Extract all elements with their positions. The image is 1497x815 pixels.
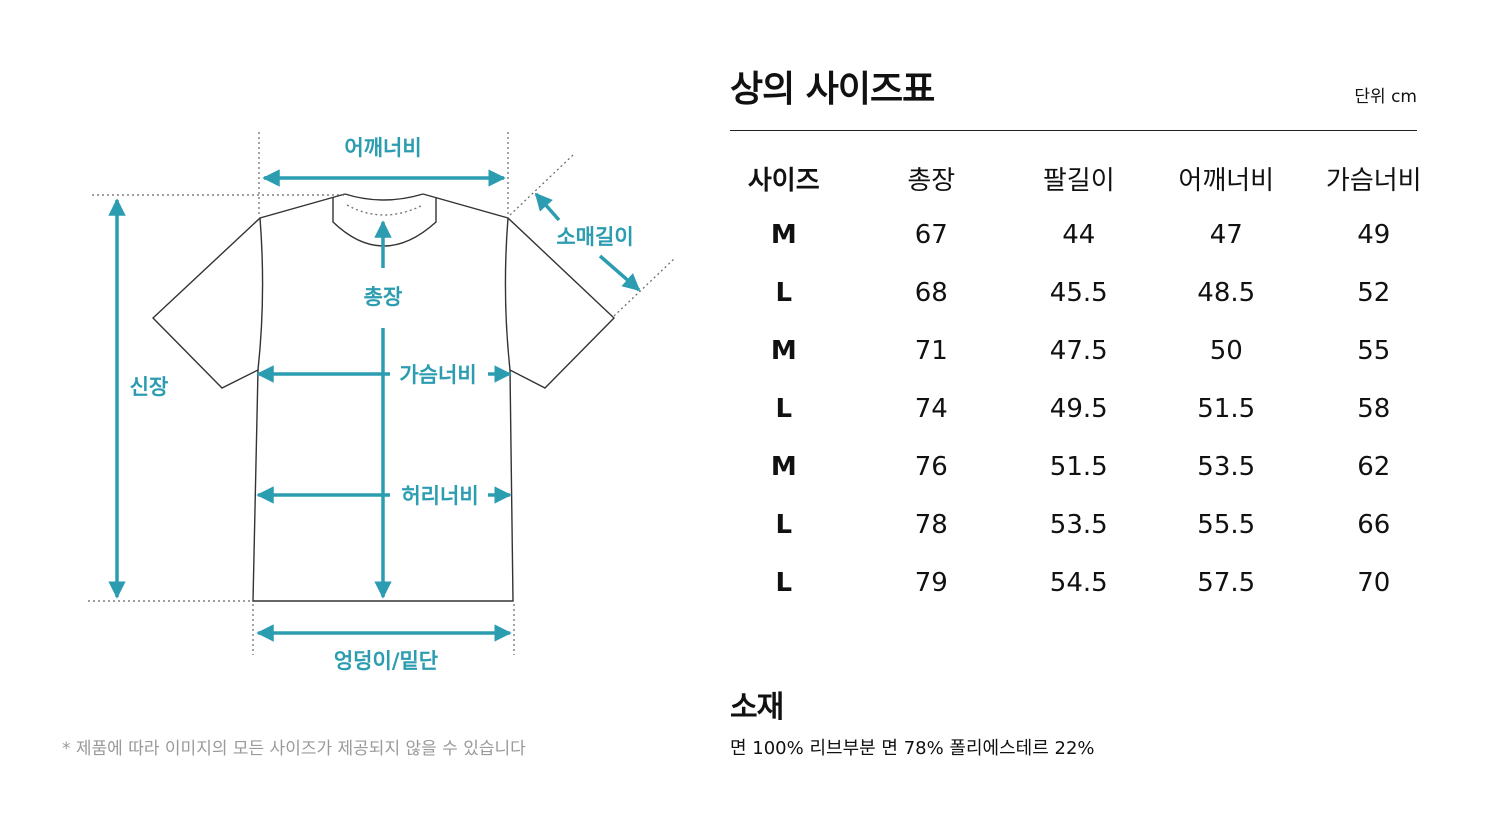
height-label: 신장 (130, 375, 169, 399)
chest-cell: 62 (1357, 452, 1391, 482)
length-cell: 76 (914, 452, 948, 482)
shoulder-label: 어깨너비 (344, 136, 421, 160)
table-row: L 68 45.5 48.5 52 (710, 264, 1448, 322)
sleeve-cell: 51.5 (1049, 452, 1108, 482)
size-cell: L (775, 394, 793, 424)
size-table-title: 상의 사이즈표 (730, 69, 935, 110)
measure-arrows (108, 169, 641, 642)
table-header-row: 사이즈 총장 팔길이 어깨너비 가슴너비 (710, 150, 1448, 206)
waist-label: 허리너비 (401, 484, 478, 508)
chest-cell: 49 (1357, 220, 1391, 250)
table-row: L 74 49.5 51.5 58 (710, 380, 1448, 438)
length-cell: 71 (914, 336, 948, 366)
shoulder-cell: 48.5 (1197, 278, 1256, 308)
length-cell: 68 (914, 278, 948, 308)
sleeve-cell: 49.5 (1049, 394, 1108, 424)
material-title: 소재 (730, 690, 784, 725)
table-row: M 67 44 47 49 (710, 206, 1448, 264)
table-row: M 76 51.5 53.5 62 (710, 438, 1448, 496)
header-sleeve: 팔길이 (1042, 165, 1115, 196)
unit-label: 단위 cm (1354, 87, 1417, 107)
chest-label: 가슴너비 (399, 363, 476, 387)
size-cell: L (775, 510, 793, 540)
hem-label: 엉덩이/밑단 (334, 649, 438, 673)
chest-cell: 52 (1357, 278, 1391, 308)
diagram-note: * 제품에 따라 이미지의 모든 사이즈가 제공되지 않을 수 있습니다 (62, 739, 526, 759)
header-length: 총장 (907, 165, 956, 196)
size-cell: L (775, 568, 793, 598)
shoulder-cell: 51.5 (1197, 394, 1256, 424)
header-chest: 가슴너비 (1325, 165, 1422, 196)
length-label: 총장 (364, 285, 403, 309)
tshirt-size-diagram: 어깨너비 소매길이 총장 신장 가슴너비 허리너비 엉덩이/밑단 (88, 132, 676, 673)
chest-cell: 58 (1357, 394, 1391, 424)
size-cell: M (770, 452, 797, 482)
chest-cell: 55 (1357, 336, 1391, 366)
material-text: 면 100% 리브부분 면 78% 폴리에스테르 22% (730, 738, 1095, 759)
sleeve-cell: 44 (1062, 220, 1096, 250)
shoulder-cell: 50 (1209, 336, 1243, 366)
table-row: L 79 54.5 57.5 70 (710, 554, 1448, 612)
length-cell: 79 (914, 568, 948, 598)
length-cell: 78 (914, 510, 948, 540)
sleeve-cell: 53.5 (1049, 510, 1108, 540)
table-row: L 78 53.5 55.5 66 (710, 496, 1448, 554)
sleeve-label: 소매길이 (556, 225, 633, 249)
header-size: 사이즈 (747, 165, 820, 196)
size-cell: M (770, 220, 797, 250)
guide-lines (88, 132, 676, 655)
title-divider (730, 130, 1417, 131)
sleeve-arrow-top (534, 192, 561, 222)
shoulder-cell: 57.5 (1197, 568, 1256, 598)
chest-cell: 66 (1357, 510, 1391, 540)
shoulder-cell: 47 (1209, 220, 1243, 250)
header-shoulder: 어깨너비 (1178, 165, 1275, 196)
shoulder-cell: 53.5 (1197, 452, 1256, 482)
sleeve-arrow-bottom (598, 254, 641, 292)
size-cell: L (775, 278, 793, 308)
size-cell: M (770, 336, 797, 366)
sleeve-cell: 54.5 (1049, 568, 1108, 598)
length-cell: 67 (914, 220, 948, 250)
chest-cell: 70 (1357, 568, 1391, 598)
size-table: 사이즈 총장 팔길이 어깨너비 가슴너비 M 67 44 47 49 L 68 … (710, 150, 1448, 612)
table-row: M 71 47.5 50 55 (710, 322, 1448, 380)
shoulder-cell: 55.5 (1197, 510, 1256, 540)
sleeve-cell: 45.5 (1049, 278, 1108, 308)
length-cell: 74 (914, 394, 948, 424)
sleeve-cell: 47.5 (1049, 336, 1108, 366)
